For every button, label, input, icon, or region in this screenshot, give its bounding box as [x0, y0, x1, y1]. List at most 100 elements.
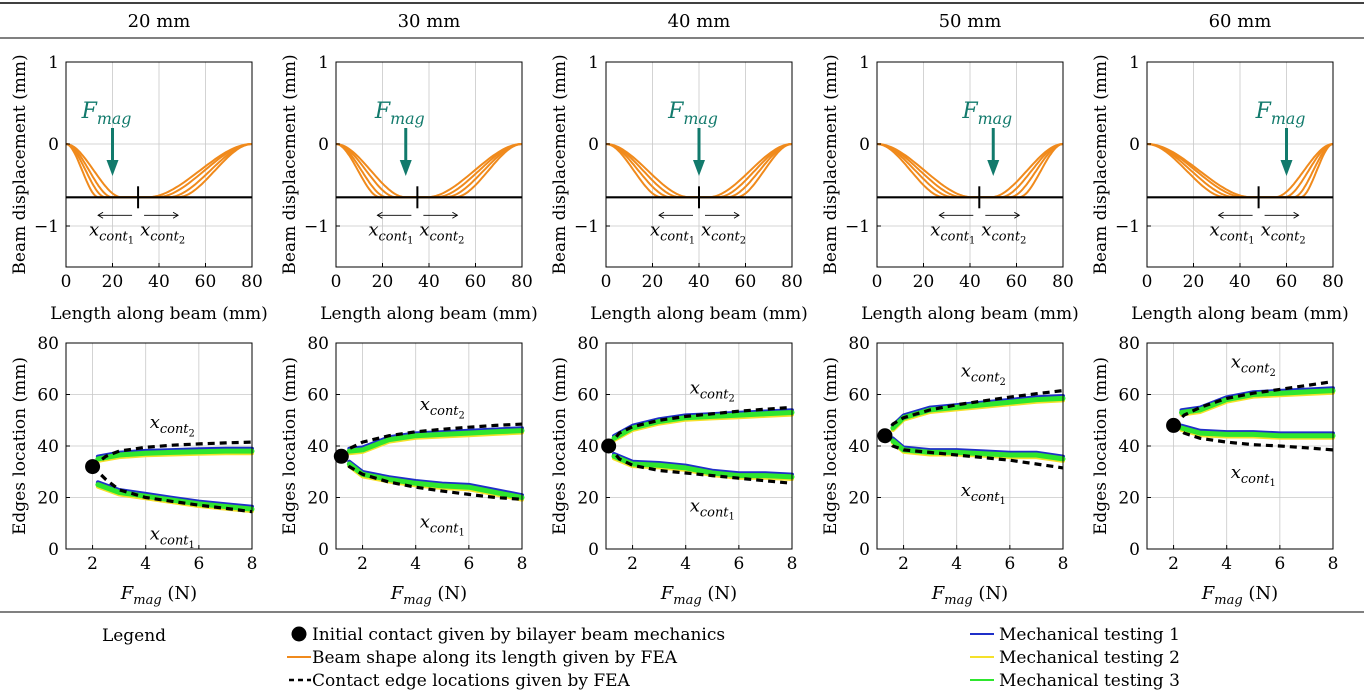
- y-axis-label: Edges location (mm): [280, 357, 300, 535]
- x-cont1-label-base: x: [650, 219, 660, 240]
- upper-edge-label: xcont2: [150, 412, 195, 439]
- y-tick-label: 40: [1118, 437, 1140, 457]
- x-tick-label: 2: [627, 554, 638, 574]
- upper-edge-label-subsub: 2: [1000, 377, 1006, 388]
- x-tick-label: 80: [1052, 272, 1074, 292]
- x-cont1-label-sub: cont: [1220, 229, 1249, 244]
- lower-edge-label-sub: cont: [430, 521, 459, 536]
- x-cont2-label-subsub: 2: [740, 236, 746, 247]
- x-cont1-label-subsub: 1: [969, 236, 975, 247]
- y-tick-label: 0: [1129, 540, 1140, 560]
- upper-edge-label-subsub: 2: [729, 394, 735, 405]
- x-tick-label: 4: [951, 554, 962, 574]
- y-axis-label: Beam displacement (mm): [550, 54, 570, 274]
- legend-item-label: Mechanical testing 1: [999, 625, 1180, 645]
- x-tick-label: 8: [1328, 554, 1339, 574]
- fmag-label-sub: mag: [390, 109, 425, 128]
- x-tick-label: 6: [733, 554, 744, 574]
- y-tick-label: 20: [307, 489, 329, 509]
- y-axis-label: Edges location (mm): [1091, 357, 1111, 535]
- x-axis-label-sub: mag: [944, 593, 972, 608]
- x-axis-label-unit: (N): [973, 583, 1009, 604]
- x-cont2-label-base: x: [701, 219, 711, 240]
- column-2: 30 mmxcont1xcont2Fmag0 20 40 60 80−101Length…: [280, 11, 538, 608]
- x-cont1-label: xcont1: [1210, 219, 1255, 246]
- x-cont2-label: xcont2: [140, 219, 185, 246]
- lower-edge-label: xcont1: [1231, 462, 1276, 489]
- x-axis-label-sub: mag: [403, 593, 431, 608]
- x-cont1-label-sub: cont: [660, 229, 689, 244]
- upper-edge-label-base: x: [150, 412, 160, 433]
- x-tick-label: 6: [1004, 554, 1015, 574]
- column-title: 50 mm: [939, 11, 1002, 32]
- x-cont2-label-sub: cont: [711, 229, 740, 244]
- x-tick-label: 0: [1142, 272, 1153, 292]
- upper-edge-label: xcont2: [1231, 352, 1276, 379]
- fmag-label: Fmag: [961, 99, 1012, 128]
- y-tick-label: 40: [307, 437, 329, 457]
- lower-edge-label-subsub: 1: [1270, 478, 1276, 489]
- x-tick-label: 0: [601, 272, 612, 292]
- x-axis-label-unit: (N): [1243, 583, 1279, 604]
- x-axis-label: Length along beam (mm): [320, 304, 538, 324]
- y-tick-label: 40: [577, 437, 599, 457]
- upper-edge-label: xcont2: [420, 394, 465, 421]
- fmag-label: Fmag: [374, 99, 425, 128]
- beam-displacement-plot: xcont1xcont2Fmag0 20 40 60 80−101Length alon…: [821, 53, 1079, 324]
- y-tick-label: 0: [48, 540, 59, 560]
- x-axis-label: Fmag (N): [931, 583, 1008, 608]
- x-tick-label: 8: [787, 554, 798, 574]
- x-tick-label: 0: [872, 272, 883, 292]
- lower-edge-label-subsub: 1: [459, 528, 465, 539]
- edges-location-plot: xcont2xcont12 4 6 8020406080Fmag (N)Edges l…: [10, 334, 257, 608]
- x-cont2-label-subsub: 2: [1020, 236, 1026, 247]
- x-cont2-label-sub: cont: [150, 229, 179, 244]
- x-tick-label: 8: [247, 554, 258, 574]
- upper-edge-label-subsub: 2: [1270, 368, 1276, 379]
- force-arrowhead: [987, 160, 999, 176]
- lower-edge-label-base: x: [690, 495, 700, 516]
- x-tick-label: 60: [1276, 272, 1298, 292]
- lower-edge-label-base: x: [1231, 462, 1241, 483]
- x-cont2-label-subsub: 2: [1299, 236, 1305, 247]
- x-cont1-label-base: x: [368, 219, 378, 240]
- x-tick-label: 40: [418, 272, 440, 292]
- fmag-label-base: F: [374, 99, 391, 124]
- lower-edge-label: xcont1: [150, 524, 195, 551]
- fmag-label-base: F: [1255, 99, 1272, 124]
- y-tick-label: 0: [859, 540, 870, 560]
- y-tick-label: 80: [848, 334, 870, 354]
- column-title: 30 mm: [398, 11, 461, 32]
- x-tick-label: 40: [959, 272, 981, 292]
- y-tick-label: 1: [859, 53, 870, 73]
- x-cont1-label-base: x: [930, 219, 940, 240]
- legend-item-label: Initial contact given by bilayer beam me…: [312, 625, 725, 645]
- x-tick-label: 6: [463, 554, 474, 574]
- x-tick-label: 4: [140, 554, 151, 574]
- y-tick-label: 80: [577, 334, 599, 354]
- x-axis-label: Fmag (N): [1201, 583, 1278, 608]
- x-tick-label: 4: [1221, 554, 1232, 574]
- y-tick-label: 60: [37, 386, 59, 406]
- lower-edge-label-subsub: 1: [729, 512, 735, 523]
- upper-edge-label-base: x: [690, 377, 700, 398]
- y-tick-label: 0: [48, 135, 59, 155]
- x-cont2-label-base: x: [1261, 219, 1271, 240]
- x-cont2-label: xcont2: [419, 219, 464, 246]
- y-tick-label: 20: [577, 489, 599, 509]
- mechanical-test-3-upper: [1182, 391, 1334, 413]
- legend-item-label: Beam shape along its length given by FEA: [312, 648, 678, 668]
- fmag-label-base: F: [667, 99, 684, 124]
- x-cont2-label-subsub: 2: [179, 236, 185, 247]
- lower-edge-label-sub: cont: [160, 534, 189, 549]
- x-tick-label: 20: [913, 272, 935, 292]
- x-tick-label: 4: [410, 554, 421, 574]
- y-axis-label: Beam displacement (mm): [10, 54, 30, 274]
- x-tick-label: 0: [331, 272, 342, 292]
- beam-displacement-plot: xcont1xcont2Fmag0 20 40 60 80−101Length alon…: [280, 53, 538, 324]
- y-tick-label: −1: [574, 217, 599, 237]
- y-tick-label: −1: [845, 217, 870, 237]
- y-axis-label: Edges location (mm): [550, 357, 570, 535]
